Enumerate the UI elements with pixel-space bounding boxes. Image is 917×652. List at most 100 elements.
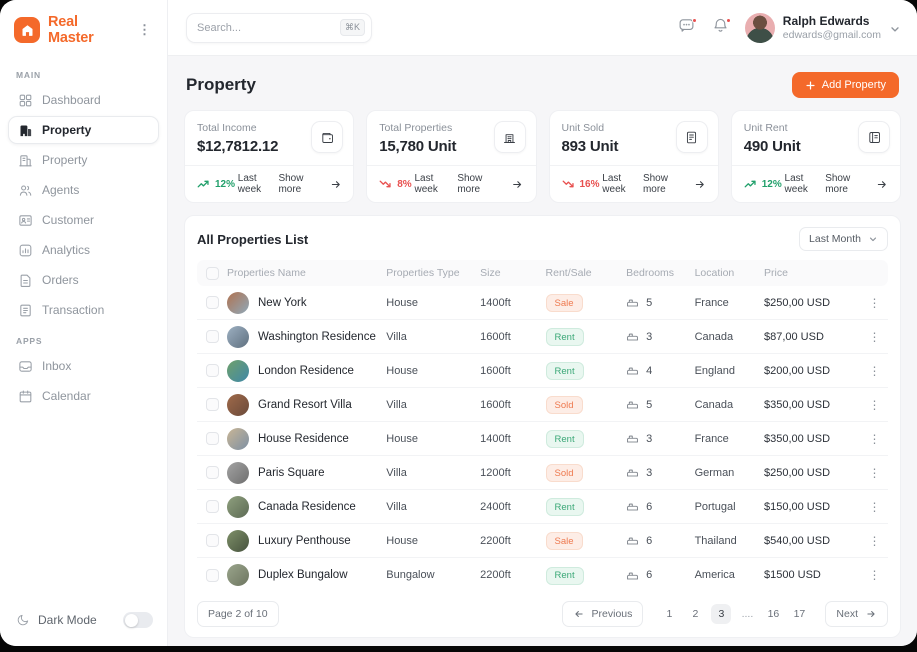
table-row[interactable]: Canada Residence Villa 2400ft Rent 6 Por… [197,490,888,524]
notifications-button[interactable] [711,17,731,38]
chevron-down-icon [889,22,901,34]
table-row[interactable]: Luxury Penthouse House 2200ft Sale 6 Tha… [197,524,888,558]
row-actions-kebab-icon[interactable]: ⋮ [868,499,882,514]
property-name: New York [258,296,307,309]
sidebar-item-inbox[interactable]: Inbox [8,352,159,380]
property-size: 1400ft [480,432,511,445]
property-name: Canada Residence [258,500,356,513]
search-input[interactable]: Search... ⌘K [186,12,372,43]
row-checkbox[interactable] [206,364,219,377]
column-header: Properties Type [386,267,460,279]
property-price: $540,00 USD [763,534,831,547]
property-type: House [386,364,419,377]
row-checkbox[interactable] [206,466,219,479]
row-actions-kebab-icon[interactable]: ⋮ [868,329,882,344]
pagination: Page 2 of 10 Previous 1 2 3.... 16 17 Next [197,601,888,627]
logo-row: Real Master ⋮ [0,0,167,56]
table-row[interactable]: New York House 1400ft Sale 5 France $250… [197,286,888,320]
stat-label: Unit Sold [561,122,605,134]
row-actions-kebab-icon[interactable]: ⋮ [868,533,882,548]
main-area: Search... ⌘K Ralph Edwards edwards@gmail… [168,0,917,646]
property-name: Washington Residence [258,330,376,343]
sidebar-item-calendar[interactable]: Calendar [8,382,159,410]
page-title: Property [186,75,256,94]
arrow-right-icon [865,609,877,619]
row-checkbox[interactable] [206,398,219,411]
dashboard-icon [18,93,33,108]
sidebar-item-transaction[interactable]: Transaction [8,296,159,324]
user-email: edwards@gmail.com [782,29,881,41]
select-all-checkbox[interactable] [206,266,219,280]
orders-icon [18,273,33,288]
sidebar-item-property[interactable]: Property [8,116,159,144]
next-button[interactable]: Next [825,601,888,627]
table-row[interactable]: London Residence House 1600ft Rent 4 Eng… [197,354,888,388]
sidebar-item-property[interactable]: Property [8,146,159,174]
status-badge: Sale [545,532,583,551]
row-checkbox[interactable] [206,534,219,547]
arrow-left-icon [573,609,585,619]
invoice-icon [675,121,708,153]
page-number-3[interactable]: 3 [711,604,732,624]
page-number-16[interactable]: 16 [767,608,780,620]
row-actions-kebab-icon[interactable]: ⋮ [868,363,882,378]
dark-mode-row: Dark Mode [0,598,167,646]
dark-mode-toggle[interactable] [123,612,153,628]
user-menu[interactable]: Ralph Edwards edwards@gmail.com [744,12,901,43]
row-actions-kebab-icon[interactable]: ⋮ [868,295,882,310]
nav-section-label: APPS [16,336,43,346]
add-property-button[interactable]: Add Property [791,72,899,98]
sidebar-item-orders[interactable]: Orders [8,266,159,294]
sidebar-item-customer[interactable]: Customer [8,206,159,234]
property-thumbnail [227,461,249,484]
property-location: France [694,296,729,309]
page-number-17[interactable]: 17 [793,608,806,620]
previous-button[interactable]: Previous [561,601,644,627]
table-row[interactable]: Paris Square Villa 1200ft Sold 3 German … [197,456,888,490]
trend-down-icon [379,179,392,189]
show-more-link[interactable]: Show more [457,173,523,195]
show-more-link[interactable]: Show more [825,173,888,195]
property-thumbnail [227,564,249,586]
show-more-link[interactable]: Show more [643,173,706,195]
row-actions-kebab-icon[interactable]: ⋮ [868,431,882,446]
sidebar-item-analytics[interactable]: Analytics [8,236,159,264]
property-thumbnail [227,495,249,518]
table-row[interactable]: Washington Residence Villa 1600ft Rent 3… [197,320,888,354]
row-actions-kebab-icon[interactable]: ⋮ [868,465,882,480]
row-checkbox[interactable] [206,500,219,513]
row-checkbox[interactable] [206,432,219,445]
page-info[interactable]: Page 2 of 10 [197,601,279,627]
property-price: $250,00 USD [763,466,831,479]
property-name: Paris Square [258,466,325,479]
table-row[interactable]: Grand Resort Villa Villa 1600ft Sold 5 C… [197,388,888,422]
table-row[interactable]: House Residence House 1400ft Rent 3 Fran… [197,422,888,456]
messages-button[interactable] [677,17,697,38]
property-price: $350,00 USD [763,432,831,445]
row-checkbox[interactable] [206,330,219,343]
bedroom-count: 3 [646,330,653,343]
row-checkbox[interactable] [206,296,219,309]
page-number-2[interactable]: 2 [692,608,699,620]
sidebar-item-agents[interactable]: Agents [8,176,159,204]
property-size: 1400ft [480,296,511,309]
sidebar-nav: MAIN Dashboard Property Property Agents … [0,56,167,598]
sidebar-item-dashboard[interactable]: Dashboard [8,86,159,114]
show-more-link[interactable]: Show more [278,173,341,195]
table-row[interactable]: Duplex Bungalow Bungalow 2200ft Rent 6 A… [197,558,888,592]
sidebar: Real Master ⋮ MAIN Dashboard Property Pr… [0,0,168,646]
sidebar-item-label: Calendar [42,389,91,403]
column-header: Bedrooms [626,267,675,279]
page-number-1[interactable]: 1 [666,608,673,620]
stat-card: Unit Rent 490 Unit 12% Last week Show mo… [730,110,901,203]
column-header: Rent/Sale [545,267,592,279]
column-header: Location [694,267,735,279]
sidebar-kebab-menu-icon[interactable]: ⋮ [138,22,151,37]
property-location: England [694,364,735,377]
row-actions-kebab-icon[interactable]: ⋮ [868,397,882,412]
period-filter-select[interactable]: Last Month [799,227,888,251]
row-actions-kebab-icon[interactable]: ⋮ [868,568,882,582]
plus-icon [805,80,816,91]
row-checkbox[interactable] [206,568,219,582]
